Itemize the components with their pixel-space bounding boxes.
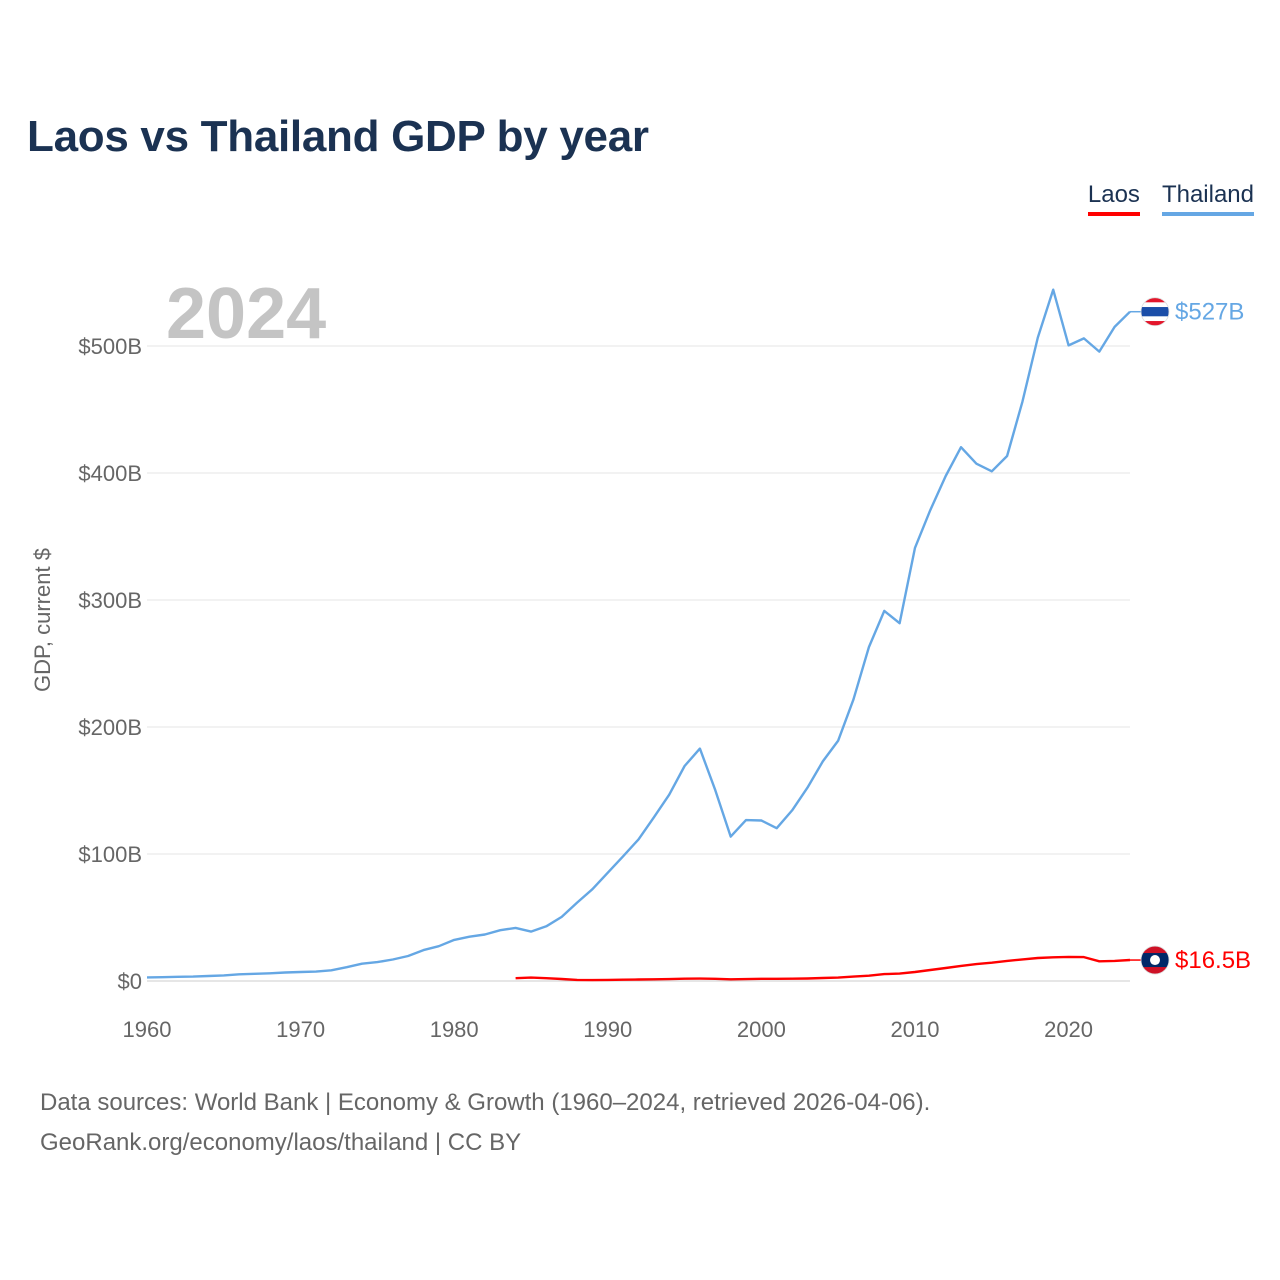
flag-thailand-icon: [1140, 297, 1170, 327]
x-tick-label: 1980: [430, 1017, 479, 1042]
flag-outline: [1140, 297, 1170, 327]
x-tick-label: 2000: [737, 1017, 786, 1042]
x-tick-label: 1970: [276, 1017, 325, 1042]
endpoint-label-thailand: $527B: [1175, 299, 1244, 326]
source-line-link[interactable]: GeoRank.org/economy/laos/thailand | CC B…: [40, 1129, 522, 1156]
flag-body: [1141, 946, 1169, 975]
year-watermark: 2024: [166, 274, 326, 354]
series-layer: [146, 288, 1131, 982]
flag-stripe: [1141, 302, 1169, 308]
flag-body: [1141, 297, 1169, 326]
flag-disc: [1150, 955, 1160, 966]
flag-stripe: [1141, 321, 1169, 326]
y-tick-label: $300B: [78, 588, 142, 613]
gdp-line-chart: $0 $100B $200B $300B $400B $500B 1960 1970 1980…: [30, 274, 1251, 1042]
source-line-data: Data sources: World Bank | Economy & Gro…: [40, 1089, 931, 1116]
series-endpoints: $527B $16.5B: [1130, 297, 1251, 975]
x-axis-ticks: 1960 1970 1980 1990 2000 2010 2020: [123, 1017, 1094, 1042]
gridlines: [147, 345, 1130, 982]
flag-stripe: [1141, 297, 1169, 303]
x-tick-label: 2020: [1044, 1017, 1093, 1042]
y-axis-ticks: $0 $100B $200B $300B $400B $500B: [78, 334, 142, 994]
flag-stripe: [1141, 316, 1169, 322]
y-tick-label: $200B: [78, 715, 142, 740]
y-tick-label: $100B: [78, 842, 142, 867]
legend: Laos Thailand: [1087, 181, 1254, 216]
y-axis-label: GDP, current $: [30, 548, 55, 692]
endpoint-label-laos: $16.5B: [1175, 947, 1251, 974]
legend-item-laos[interactable]: Laos: [1087, 181, 1140, 216]
flag-outline: [1140, 945, 1170, 975]
flag-stripe: [1141, 307, 1169, 317]
x-tick-label: 1990: [583, 1017, 632, 1042]
flag-laos-icon: [1140, 945, 1170, 975]
x-tick-label: 2010: [890, 1017, 939, 1042]
series-line-laos: [515, 955, 1131, 982]
y-tick-label: $0: [118, 969, 142, 994]
legend-item-thailand[interactable]: Thailand: [1161, 181, 1254, 216]
source-note: Data sources: World Bank | Economy & Gro…: [40, 1083, 930, 1163]
y-tick-label: $500B: [78, 334, 142, 359]
y-tick-label: $400B: [78, 461, 142, 486]
chart-title: Laos vs Thailand GDP by year: [27, 112, 649, 161]
series-line-thailand: [146, 288, 1131, 979]
x-tick-label: 1960: [123, 1017, 172, 1042]
